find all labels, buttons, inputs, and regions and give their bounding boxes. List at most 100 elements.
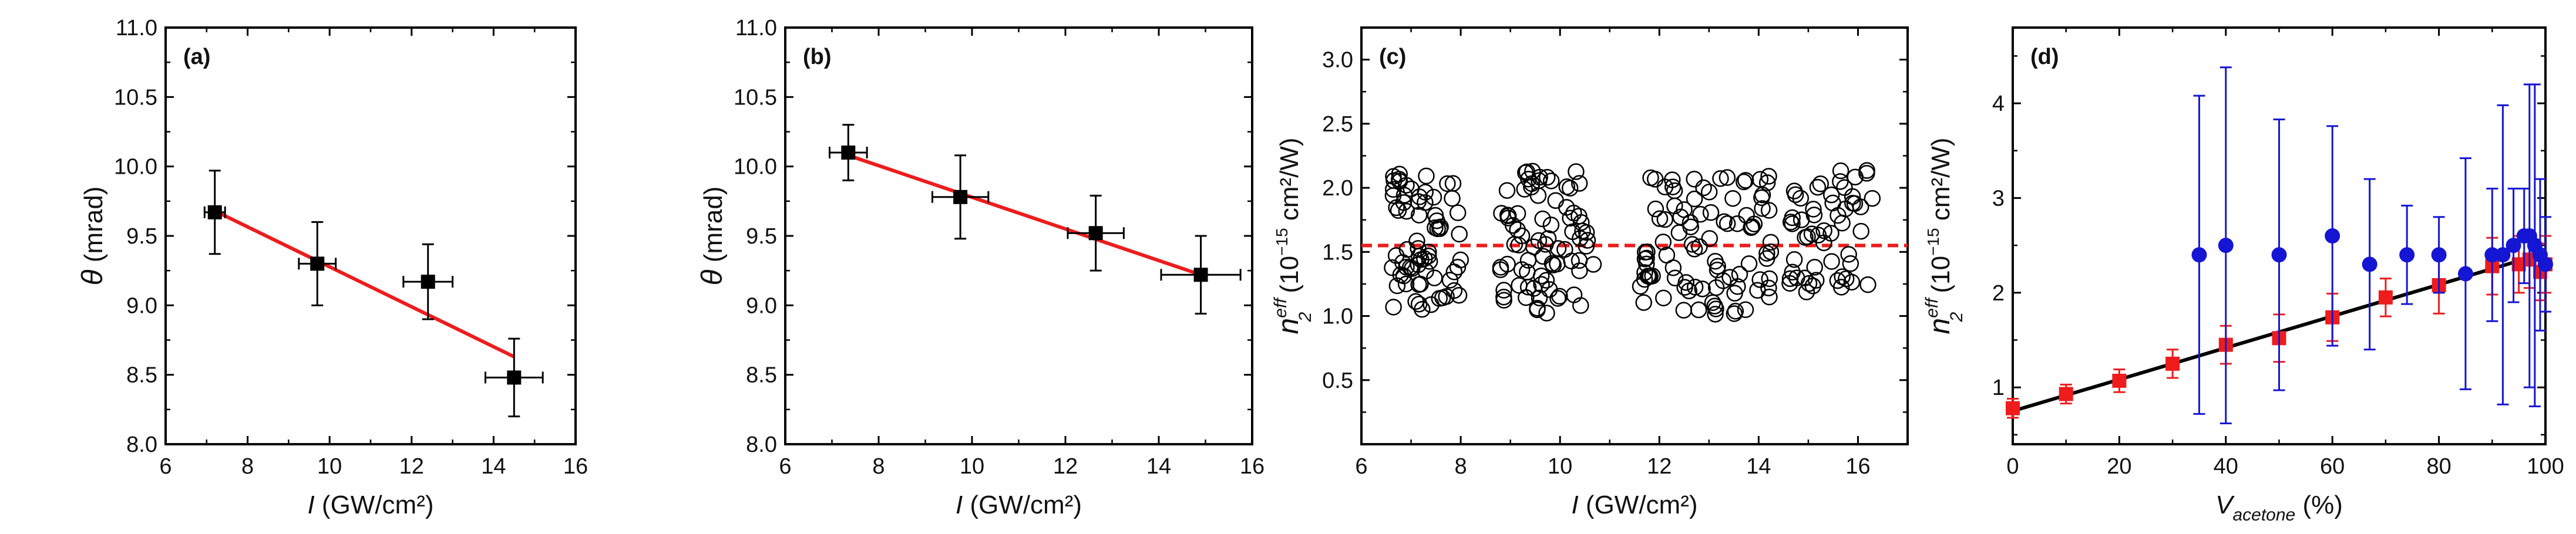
data-point <box>1694 280 1711 298</box>
data-point <box>1760 168 1777 185</box>
data-point <box>1743 219 1760 236</box>
data-point <box>1642 268 1659 285</box>
data-point <box>2165 356 2180 371</box>
x-tick-label: 12 <box>399 454 424 479</box>
data-point <box>1416 250 1433 268</box>
data-point <box>1676 279 1693 296</box>
data-point <box>1762 243 1780 261</box>
data-point <box>1562 209 1579 227</box>
panel-b: 6 8 10 12 14 16 8.0 8.5 9.0 9.5 10.0 10.5 11.0 (b) I (… <box>695 16 1265 519</box>
data-point <box>1541 281 1558 298</box>
x-tick-label: 16 <box>1845 454 1870 479</box>
data-point <box>1545 256 1562 273</box>
x-axis-unit: (%) <box>2295 491 2343 519</box>
data-point <box>1392 266 1410 283</box>
panel-tag: (a) <box>183 45 210 69</box>
y-axis-sup: eff <box>1271 297 1290 318</box>
x-tick-label: 14 <box>1746 454 1771 479</box>
panel-tag: (c) <box>1379 45 1406 69</box>
data-point <box>1709 258 1726 275</box>
data-point <box>1784 215 1801 232</box>
data-point <box>1642 169 1659 187</box>
x-tick-label: 6 <box>1355 454 1367 479</box>
data-point <box>1398 241 1416 258</box>
y-tick-label: 9.0 <box>126 293 157 318</box>
x-tick-label: 0 <box>2006 454 2019 479</box>
data-point <box>2191 247 2207 263</box>
data-point <box>1692 205 1709 223</box>
data-point <box>1806 259 1823 276</box>
x-tick-label: 12 <box>1647 454 1672 479</box>
data-point <box>1798 283 1815 300</box>
data-point <box>1707 306 1724 323</box>
data-point <box>1451 225 1468 243</box>
data-point <box>1428 212 1445 229</box>
data-point <box>1797 229 1814 246</box>
data-point <box>2399 247 2415 263</box>
y-tick-label: 9.5 <box>746 224 777 249</box>
data-point <box>1579 232 1596 249</box>
y-axis-var: θ <box>76 269 109 285</box>
x-tick-label: 8 <box>241 454 254 479</box>
x-axis-var: I <box>1571 491 1578 519</box>
data-point <box>1651 210 1669 227</box>
data-point <box>2006 401 2020 415</box>
data-point <box>2362 256 2377 272</box>
data-point <box>1676 201 1693 218</box>
y-tick-label: 9.5 <box>126 224 157 249</box>
y-tick-label: 8.5 <box>746 363 777 388</box>
x-axis-label: Vacetone (%) <box>2215 491 2343 525</box>
data-point <box>1737 301 1754 319</box>
data-point <box>1531 289 1548 307</box>
data-point <box>1534 210 1551 228</box>
y-tick-label: 8.0 <box>126 432 157 457</box>
data-point <box>1716 213 1733 230</box>
data-point <box>1832 162 1849 180</box>
data-point <box>2484 247 2500 263</box>
data-point <box>2271 247 2287 263</box>
y-tick-label: 10.5 <box>114 85 157 110</box>
data-point <box>1793 211 1810 228</box>
data-point <box>1519 263 1536 280</box>
x-axis-sub: acetone <box>2232 505 2295 525</box>
data-point <box>1812 175 1829 192</box>
data-point <box>310 256 325 271</box>
y-axis-sub: 2 <box>1296 312 1315 322</box>
data-point <box>1726 285 1743 302</box>
y-tick-label: 1.0 <box>1322 305 1353 329</box>
data-point <box>1495 292 1512 309</box>
data-point <box>1511 277 1528 294</box>
data-point <box>1647 200 1664 218</box>
data-point <box>1751 271 1768 288</box>
data-point <box>1695 179 1712 197</box>
data-point <box>1666 269 1684 287</box>
x-tick-label: 60 <box>2320 454 2345 479</box>
data-point <box>1701 230 1719 247</box>
x-tick-label: 100 <box>2527 454 2564 479</box>
data-point <box>1809 178 1827 196</box>
x-axis-label: I (GW/cm²) <box>1571 491 1697 519</box>
data-point <box>1822 186 1840 204</box>
data-point <box>507 370 522 385</box>
data-point <box>1690 301 1707 319</box>
data-point <box>1543 255 1561 272</box>
x-tick-label: 8 <box>872 454 885 479</box>
data-point <box>1418 167 1435 185</box>
x-axis-unit: (GW/cm²) <box>315 491 434 519</box>
x-axis-unit: (GW/cm²) <box>963 491 1082 519</box>
fit-line <box>214 209 515 359</box>
y-tick-label: 3.0 <box>1322 48 1353 73</box>
y-tick-label: 2.5 <box>1322 112 1353 137</box>
data-point <box>1686 190 1703 208</box>
y-tick-label: 10.0 <box>734 155 777 180</box>
x-axis-label: I (GW/cm²) <box>956 491 1082 519</box>
data-point <box>1832 173 1849 190</box>
data-point <box>1675 302 1693 319</box>
data-point <box>1384 187 1402 204</box>
x-tick-label: 16 <box>563 454 588 479</box>
data-point <box>1784 209 1801 227</box>
data-point <box>2506 238 2521 254</box>
y-axis-unit: (mrad) <box>79 187 108 270</box>
y-axis-unit: (10 <box>1275 256 1304 300</box>
